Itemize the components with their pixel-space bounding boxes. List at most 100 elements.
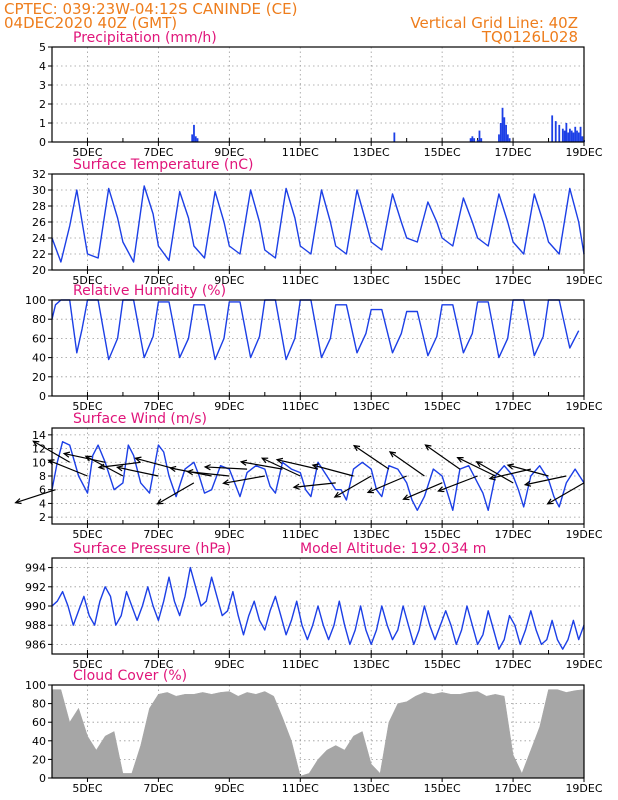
rh-frame (51, 299, 585, 397)
wind-arrow (546, 482, 585, 505)
wind-arrow-head (456, 456, 464, 463)
y-tick-label: 2 (39, 511, 46, 524)
wind-arrow-head (134, 456, 142, 463)
y-tick-label: 80 (32, 313, 46, 326)
wind-arrow (292, 482, 336, 490)
precip-bar (194, 136, 197, 142)
precip-bar (508, 138, 511, 142)
wind-arrow-shaft (489, 468, 531, 480)
wind-arrow-head (156, 498, 164, 505)
cloud-frame (51, 684, 585, 779)
y-tick-label: 22 (32, 248, 46, 261)
wind-arrow-shaft (476, 461, 514, 484)
precip-bar (506, 134, 509, 142)
x-tick-label: 11DEC (282, 658, 319, 671)
y-tick-label: 80 (32, 698, 46, 711)
wind-arrow (186, 469, 230, 477)
wind-arrow-shaft (276, 459, 319, 470)
x-tick-label: 17DEC (495, 400, 532, 413)
x-tick-label: 9DEC (214, 782, 244, 795)
y-tick-label: 992 (25, 581, 46, 594)
wind-arrow (62, 451, 106, 463)
x-tick-label: 15DEC (424, 400, 461, 413)
x-tick-label: 5DEC (72, 146, 102, 159)
wind-arrow-head (115, 465, 124, 472)
precip-bar (567, 132, 570, 142)
y-tick-label: 0 (39, 772, 46, 785)
wind-arrow-head (222, 479, 230, 486)
wind-arrow-head (84, 455, 92, 462)
x-tick-label: 15DEC (424, 528, 461, 541)
y-tick-label: 1 (39, 117, 46, 130)
x-tick-label: 19DEC (565, 528, 602, 541)
y-tick-label: 26 (32, 216, 46, 229)
x-tick-label: 13DEC (353, 400, 390, 413)
precip-bar (499, 123, 502, 142)
wind-arrow (134, 456, 177, 470)
cloud-title: Cloud Cover (%) (73, 668, 187, 684)
precip-bar (563, 130, 566, 142)
wind-arrow-head (14, 498, 22, 505)
x-tick-label: 7DEC (143, 528, 173, 541)
y-tick-label: 986 (25, 638, 46, 651)
y-tick-label: 4 (39, 497, 46, 510)
x-tick-label: 19DEC (565, 274, 602, 287)
x-tick-label: 15DEC (424, 146, 461, 159)
wind-arrow-head (475, 461, 483, 468)
wind-arrow-head (186, 469, 194, 476)
wind-title: Surface Wind (m/s) (73, 411, 207, 427)
precip-bar (569, 128, 571, 142)
precip-bar (579, 126, 582, 142)
y-tick-label: 100 (25, 294, 46, 307)
y-tick-label: 2 (39, 98, 46, 111)
header-datetime: 04DEC2020 40Z (GMT) (4, 14, 177, 32)
y-tick-label: 40 (32, 735, 46, 748)
precip-bar (476, 140, 479, 142)
precip-bar (581, 136, 584, 142)
wind-arrow-shaft (457, 457, 496, 477)
x-tick-label: 13DEC (353, 274, 390, 287)
rh-title: Relative Humidity (%) (73, 283, 226, 299)
x-tick-label: 17DEC (495, 274, 532, 287)
wind-arrow (156, 482, 195, 505)
wind-arrow-head (352, 444, 361, 452)
precip-bar (501, 107, 504, 142)
wind-arrow (203, 464, 248, 471)
y-tick-label: 60 (32, 716, 46, 729)
wind-arrow-shaft (353, 445, 390, 470)
wind-arrow-shaft (403, 482, 443, 500)
press-series-line (51, 566, 585, 650)
wind-arrow-head (424, 444, 432, 451)
wind-arrow (97, 461, 141, 470)
wind-arrow-head (292, 483, 300, 490)
y-tick-label: 10 (32, 456, 46, 469)
x-tick-label: 19DEC (565, 782, 602, 795)
temp-series-line (51, 185, 585, 263)
x-tick-label: 9DEC (214, 658, 244, 671)
x-tick-label: 7DEC (143, 146, 173, 159)
wind-arrow-shaft (334, 475, 372, 498)
precip-bar (498, 134, 500, 142)
temp-title: Surface Temperature (nC) (73, 157, 254, 173)
precip-bar (196, 138, 199, 142)
wind-arrow (311, 463, 354, 477)
header-model-code: TQ0126L028 (481, 28, 578, 46)
y-tick-label: 3 (39, 79, 46, 92)
wind-arrow (260, 457, 301, 477)
x-tick-label: 19DEC (565, 146, 602, 159)
wind-series-line (51, 441, 585, 511)
wind-arrow-head (506, 463, 514, 470)
wind-arrow-head (203, 464, 211, 471)
x-tick-label: 11DEC (282, 528, 319, 541)
header-location: CPTEC: 039:23W-04:12S CANINDE (CE) (4, 0, 297, 18)
wind-arrow-shaft (261, 457, 301, 477)
y-tick-label: 12 (32, 443, 46, 456)
precip-panel: 0 1 2 3 4 5 5DEC 7DEC 9DEC 11DEC 13DEC 15DEC 17DEC 19… (39, 30, 603, 159)
wind-arrow (523, 475, 567, 487)
x-tick-label: 15DEC (424, 782, 461, 795)
wind-arrow-shaft (425, 444, 461, 470)
wind-arrow (115, 465, 159, 477)
y-tick-label: 40 (32, 352, 46, 365)
precip-bar (471, 136, 474, 142)
